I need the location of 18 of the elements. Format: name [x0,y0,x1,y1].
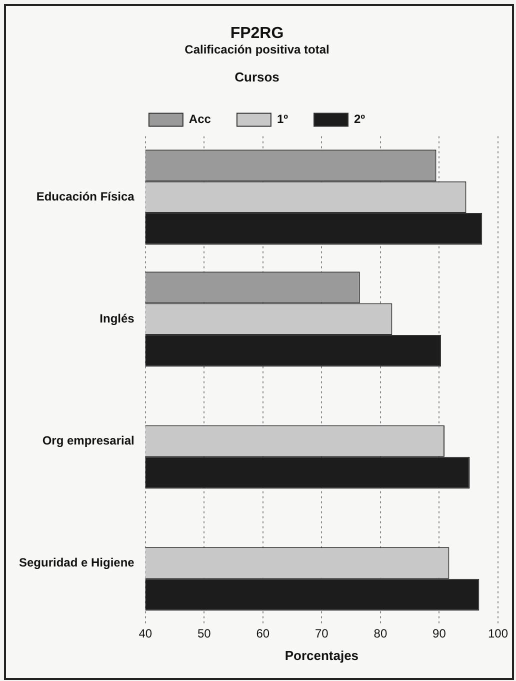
x-tick-label: 40 [138,626,152,641]
chart-subtitle: Calificación positiva total [184,42,330,57]
x-tick-label: 90 [432,626,446,641]
y-tick-label: Org empresarial [42,433,134,448]
x-tick-label: 70 [315,626,329,641]
x-tick-label: 60 [256,626,270,641]
y-tick-label: Educación Física [36,189,135,204]
chart-title: FP2RG [230,25,284,42]
x-tick-label: 80 [374,626,388,641]
y-tick-label: Seguridad e Higiene [19,555,135,570]
legend-label: 1º [276,112,289,126]
x-axis-title: Porcentajes [284,648,359,663]
y-tick-label: Inglés [100,311,135,326]
legend-label: 2º [354,112,366,126]
x-tick-label: 50 [197,626,212,641]
legend-label: Acc [188,112,212,126]
legend-title: Cursos [234,70,280,85]
x-tick-label: 100 [488,626,508,641]
